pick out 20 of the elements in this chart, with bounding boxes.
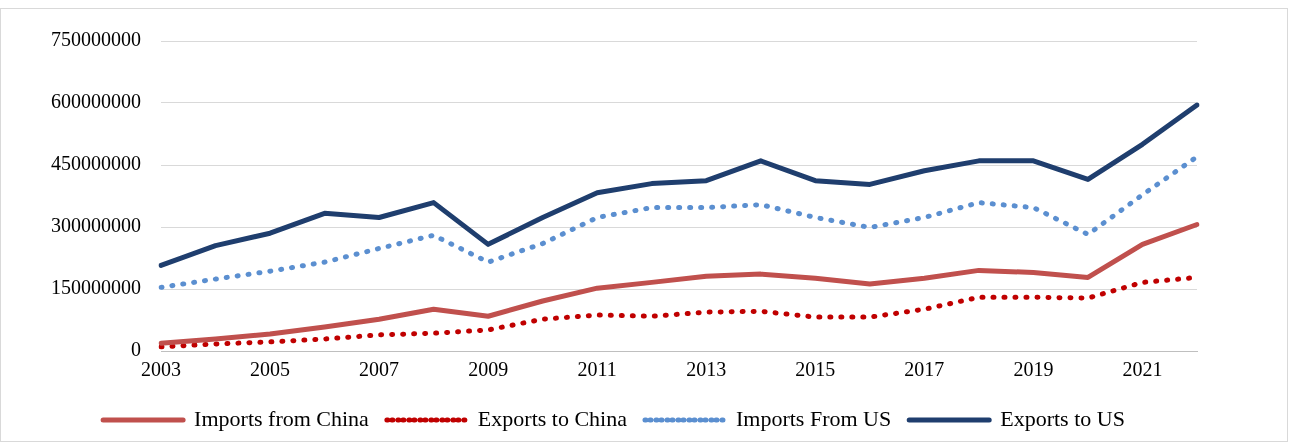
x-tick-label: 2011 [577, 358, 617, 381]
x-tick-label: 2015 [795, 358, 836, 381]
x-tick-label: 2003 [141, 358, 181, 381]
x-tick-label: 2005 [250, 358, 291, 381]
y-tick-label: 150000000 [51, 276, 141, 299]
x-tick-label: 2019 [1013, 358, 1054, 381]
y-tick-label: 750000000 [51, 28, 141, 51]
x-tick-label: 2009 [468, 358, 509, 381]
legend-label: Exports to China [477, 405, 628, 431]
y-tick-label: 600000000 [51, 90, 141, 113]
x-tick-label: 2007 [359, 358, 400, 381]
legend-label: Imports From US [735, 405, 892, 431]
y-tick-label: 450000000 [51, 152, 141, 175]
x-tick-label: 2017 [904, 358, 945, 381]
y-tick-label: 300000000 [51, 214, 141, 237]
x-tick-label: 2013 [686, 358, 727, 381]
legend-label: Exports to US [1000, 405, 1125, 431]
legend-label: Imports from China [194, 405, 370, 431]
x-tick-label: 2021 [1122, 358, 1163, 381]
y-tick-label: 0 [131, 338, 141, 361]
